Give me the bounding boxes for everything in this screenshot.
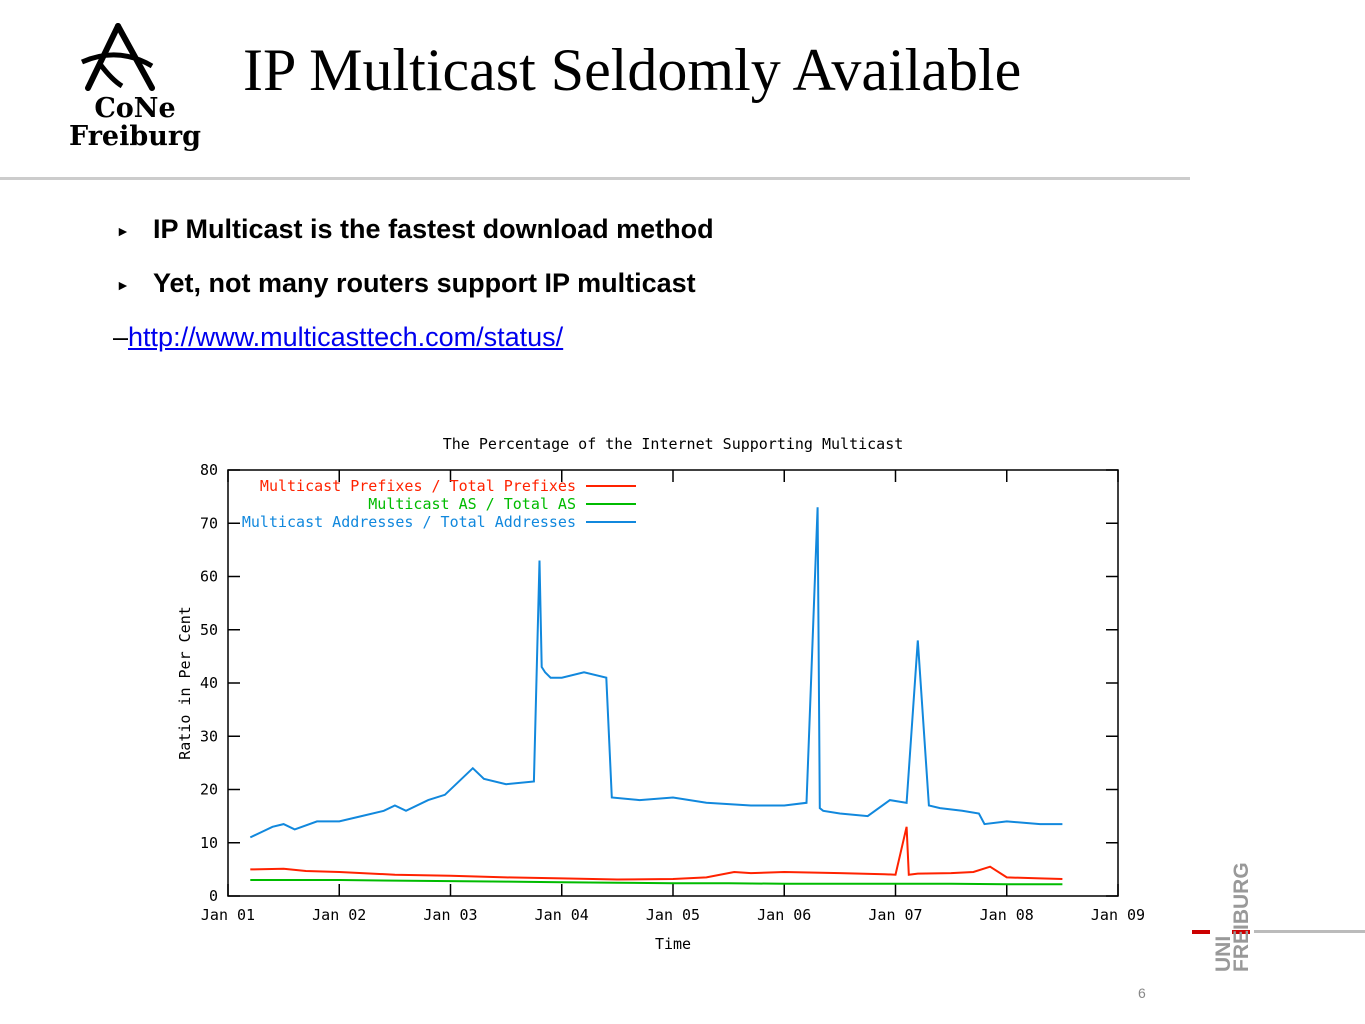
chart-y-tick-label: 50 — [200, 621, 218, 639]
bullet-item: ► IP Multicast is the fastest download me… — [116, 212, 714, 248]
chart-series-line — [249, 507, 1063, 839]
chart-plot-border — [227, 469, 1119, 897]
bullet-triangle-icon: ► — [116, 276, 130, 293]
chart-x-tick-label: Jan 08 — [980, 906, 1034, 924]
logo-line-freiburg: Freiburg — [69, 121, 201, 152]
chart-x-tick-label: Jan 01 — [201, 906, 255, 924]
chart-y-tick-label: 10 — [200, 834, 218, 852]
chart-title: The Percentage of the Internet Supportin… — [443, 435, 904, 453]
chart-x-tick-label: Jan 04 — [535, 906, 589, 924]
chart-y-tick-label: 80 — [200, 461, 218, 479]
chart-legend-entry: Multicast Addresses / Total Addresses — [242, 513, 576, 531]
chart-x-tick-label: Jan 05 — [646, 906, 700, 924]
chart-series-line — [250, 879, 1063, 886]
link-line: –http://www.multicasttech.com/status/ — [113, 320, 563, 354]
chart-x-tick-label: Jan 09 — [1091, 906, 1145, 924]
uni-text: UNI — [1212, 936, 1235, 972]
bullet-item: ► Yet, not many routers support IP multic… — [116, 266, 696, 302]
multicasttech-link[interactable]: http://www.multicasttech.com/status/ — [128, 322, 564, 352]
bullet-text: IP Multicast is the fastest download met… — [153, 214, 714, 244]
chart-x-tick-label: Jan 07 — [868, 906, 922, 924]
bullet-text: Yet, not many routers support IP multica… — [153, 268, 696, 298]
chart-y-tick-label: 70 — [200, 514, 218, 532]
cone-logo-icon — [80, 23, 155, 91]
freiburg-text: FREIBURG — [1230, 862, 1253, 972]
chart-series-line — [250, 826, 1063, 881]
cone-freiburg-logo: CoNe Freiburg — [60, 22, 210, 157]
page-number: 6 — [1138, 985, 1146, 1001]
chart-legend-entry: Multicast Prefixes / Total Prefixes — [260, 477, 576, 495]
chart-x-tick-label: Jan 02 — [312, 906, 366, 924]
link-dash: – — [113, 322, 129, 352]
uni-freiburg-logo: UNI FREIBURG — [1192, 862, 1365, 972]
title-divider — [0, 177, 1190, 180]
chart-x-tick-label: Jan 03 — [423, 906, 477, 924]
chart-y-axis-label: Ratio in Per Cent — [176, 606, 194, 760]
chart-y-tick-label: 30 — [200, 727, 218, 745]
chart-legend-entry: Multicast AS / Total AS — [368, 495, 576, 513]
chart-y-tick-label: 40 — [200, 674, 218, 692]
multicast-chart: The Percentage of the Internet Supportin… — [176, 435, 1145, 953]
slide-title: IP Multicast Seldomly Available — [243, 37, 1022, 103]
chart-y-tick-label: 20 — [200, 781, 218, 799]
chart-y-tick-label: 60 — [200, 568, 218, 586]
logo-line-cone: CoNe — [94, 93, 176, 124]
chart-x-tick-label: Jan 06 — [757, 906, 811, 924]
chart-x-axis-label: Time — [655, 935, 691, 953]
chart-y-tick-label: 0 — [209, 887, 218, 905]
bullet-triangle-icon: ► — [116, 222, 130, 239]
